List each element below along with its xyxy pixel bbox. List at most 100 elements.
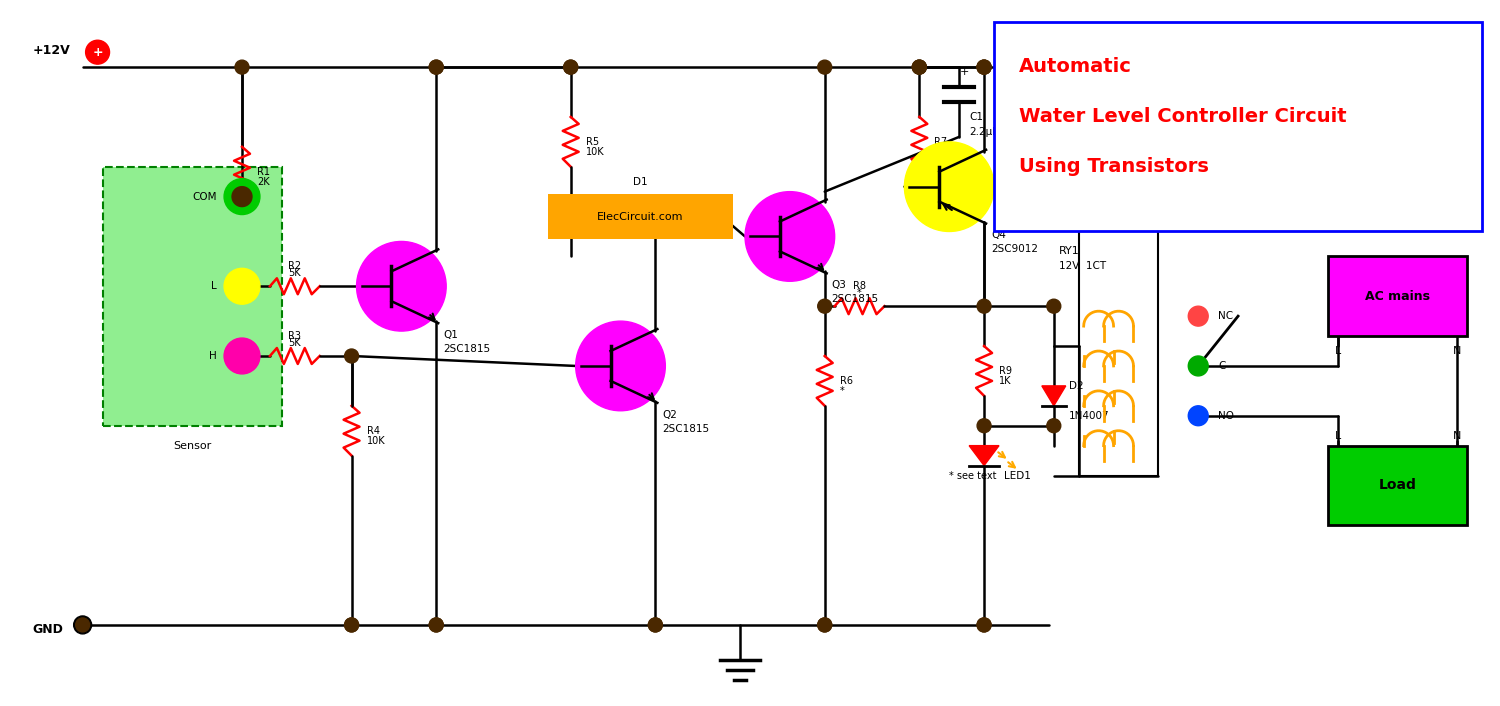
Circle shape bbox=[1188, 356, 1208, 376]
Text: R1: R1 bbox=[256, 167, 270, 176]
Circle shape bbox=[429, 618, 442, 632]
Circle shape bbox=[429, 60, 442, 74]
Circle shape bbox=[224, 268, 260, 304]
Circle shape bbox=[75, 618, 90, 632]
Circle shape bbox=[429, 618, 442, 632]
Text: C1: C1 bbox=[969, 112, 982, 122]
Text: Q2: Q2 bbox=[663, 409, 676, 420]
Circle shape bbox=[74, 616, 92, 634]
Circle shape bbox=[1047, 299, 1060, 313]
Text: COM: COM bbox=[192, 191, 217, 202]
Text: L: L bbox=[1335, 431, 1341, 441]
Circle shape bbox=[1047, 419, 1060, 433]
Text: NC: NC bbox=[1218, 311, 1233, 321]
Circle shape bbox=[564, 200, 578, 213]
Text: *: * bbox=[840, 386, 844, 396]
Text: RY1: RY1 bbox=[1059, 246, 1080, 256]
Text: Automatic: Automatic bbox=[1019, 57, 1132, 76]
Text: Sensor: Sensor bbox=[172, 441, 211, 450]
Circle shape bbox=[976, 60, 992, 74]
Circle shape bbox=[576, 321, 666, 411]
Circle shape bbox=[564, 60, 578, 74]
Circle shape bbox=[976, 299, 992, 313]
Text: 2SC1815: 2SC1815 bbox=[442, 344, 491, 354]
Text: R4: R4 bbox=[366, 426, 380, 436]
Text: 12V  1CT: 12V 1CT bbox=[1059, 261, 1106, 271]
Circle shape bbox=[236, 60, 249, 74]
Circle shape bbox=[912, 60, 927, 74]
Text: 2SC1815: 2SC1815 bbox=[831, 294, 879, 304]
Text: Using Transistors: Using Transistors bbox=[1019, 157, 1209, 176]
FancyBboxPatch shape bbox=[548, 193, 734, 239]
Polygon shape bbox=[969, 445, 999, 465]
FancyBboxPatch shape bbox=[102, 167, 282, 426]
Text: 2.2μF: 2.2μF bbox=[969, 127, 999, 137]
Text: N: N bbox=[1454, 431, 1461, 441]
Text: +: + bbox=[93, 46, 104, 59]
Text: H: H bbox=[210, 351, 218, 361]
Circle shape bbox=[1188, 406, 1208, 426]
Circle shape bbox=[976, 618, 992, 632]
Text: R9: R9 bbox=[999, 366, 1012, 376]
FancyBboxPatch shape bbox=[1328, 445, 1467, 525]
FancyBboxPatch shape bbox=[1328, 256, 1467, 336]
Circle shape bbox=[86, 40, 109, 64]
Circle shape bbox=[648, 618, 663, 632]
Text: D1: D1 bbox=[633, 176, 648, 186]
Circle shape bbox=[976, 60, 992, 74]
Circle shape bbox=[224, 179, 260, 215]
Circle shape bbox=[818, 60, 831, 74]
Text: R8: R8 bbox=[853, 281, 865, 292]
Circle shape bbox=[564, 60, 578, 74]
Circle shape bbox=[345, 618, 358, 632]
Text: 5K: 5K bbox=[288, 338, 302, 348]
Text: 1N4007: 1N4007 bbox=[1068, 411, 1110, 421]
Text: Water Level Controller Circuit: Water Level Controller Circuit bbox=[1019, 107, 1347, 126]
Text: *: * bbox=[856, 288, 862, 298]
Text: * see text: * see text bbox=[950, 470, 996, 481]
Text: R5: R5 bbox=[585, 137, 598, 147]
Circle shape bbox=[976, 419, 992, 433]
Text: C: C bbox=[1218, 361, 1225, 371]
Circle shape bbox=[648, 200, 663, 213]
Text: AC mains: AC mains bbox=[1365, 289, 1430, 303]
Text: 10K: 10K bbox=[585, 147, 604, 157]
Text: Q1: Q1 bbox=[442, 330, 458, 340]
Text: Q3: Q3 bbox=[831, 280, 846, 290]
Text: 2K: 2K bbox=[256, 176, 270, 186]
Circle shape bbox=[345, 349, 358, 363]
Text: NO: NO bbox=[1218, 411, 1234, 421]
Polygon shape bbox=[1042, 386, 1066, 406]
Polygon shape bbox=[630, 195, 651, 219]
FancyBboxPatch shape bbox=[1078, 227, 1158, 476]
Circle shape bbox=[224, 338, 260, 374]
Text: Q4: Q4 bbox=[992, 230, 1006, 241]
Circle shape bbox=[1188, 306, 1208, 326]
Text: R6: R6 bbox=[840, 376, 852, 386]
Text: 1N4148: 1N4148 bbox=[620, 232, 662, 241]
Text: 10K: 10K bbox=[366, 436, 386, 445]
Circle shape bbox=[818, 618, 831, 632]
Circle shape bbox=[232, 186, 252, 207]
Circle shape bbox=[912, 60, 927, 74]
Circle shape bbox=[704, 200, 717, 213]
Circle shape bbox=[904, 142, 995, 232]
Text: R2: R2 bbox=[288, 261, 302, 271]
Text: +12V: +12V bbox=[33, 44, 70, 57]
Text: 2SC9012: 2SC9012 bbox=[992, 244, 1038, 254]
Circle shape bbox=[357, 241, 446, 331]
Text: 1K: 1K bbox=[999, 376, 1011, 386]
Text: R7: R7 bbox=[934, 137, 948, 147]
Circle shape bbox=[746, 191, 834, 281]
Circle shape bbox=[818, 618, 831, 632]
Text: N: N bbox=[1454, 346, 1461, 356]
Circle shape bbox=[818, 299, 831, 313]
Text: 2SC1815: 2SC1815 bbox=[663, 424, 710, 433]
FancyBboxPatch shape bbox=[994, 23, 1482, 232]
Circle shape bbox=[429, 60, 442, 74]
Text: +: + bbox=[960, 67, 969, 77]
Text: GND: GND bbox=[33, 623, 63, 636]
Text: 3K: 3K bbox=[934, 147, 946, 157]
Circle shape bbox=[648, 618, 663, 632]
Circle shape bbox=[912, 60, 927, 74]
